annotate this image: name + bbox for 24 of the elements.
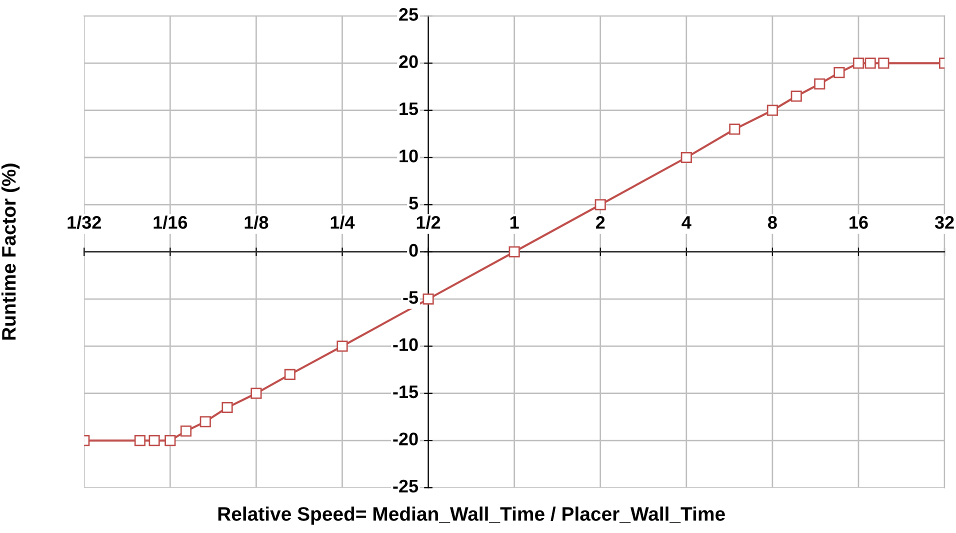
y-tick-label: 15: [400, 102, 418, 116]
x-tick-label: 1/4: [330, 216, 355, 230]
y-tick-label: -5: [403, 291, 418, 304]
x-tick-label: 16: [850, 216, 868, 229]
x-tick-label: 32: [934, 216, 954, 229]
x-tick-label: 1: [510, 216, 519, 229]
x-axis-title: Relative Speed= Median_Wall_Time / Placer_Wall_Time: [218, 506, 725, 525]
x-tick-label: 4: [682, 216, 692, 229]
y-tick-label: -15: [393, 386, 418, 398]
x-tick-label: 1/32: [68, 216, 101, 230]
y-axis-title: Runtime Factor (%): [1, 164, 20, 340]
y-tick-label: 0: [409, 244, 418, 257]
x-tick-label: 2: [596, 216, 605, 229]
y-tick-label: 25: [399, 8, 418, 21]
y-tick-label: 20: [399, 55, 418, 68]
y-tick-label: -25: [393, 480, 418, 493]
y-tick-label: 5: [409, 196, 418, 210]
x-tick-label: 1/16: [154, 216, 188, 230]
y-tick-label: 10: [400, 150, 418, 162]
x-tick-label: 1/2: [416, 216, 440, 230]
x-tick-label: 1/8: [244, 216, 268, 230]
y-tick-label: -10: [393, 338, 418, 352]
x-tick-label: 8: [768, 216, 777, 229]
y-tick-label: -20: [393, 432, 418, 446]
